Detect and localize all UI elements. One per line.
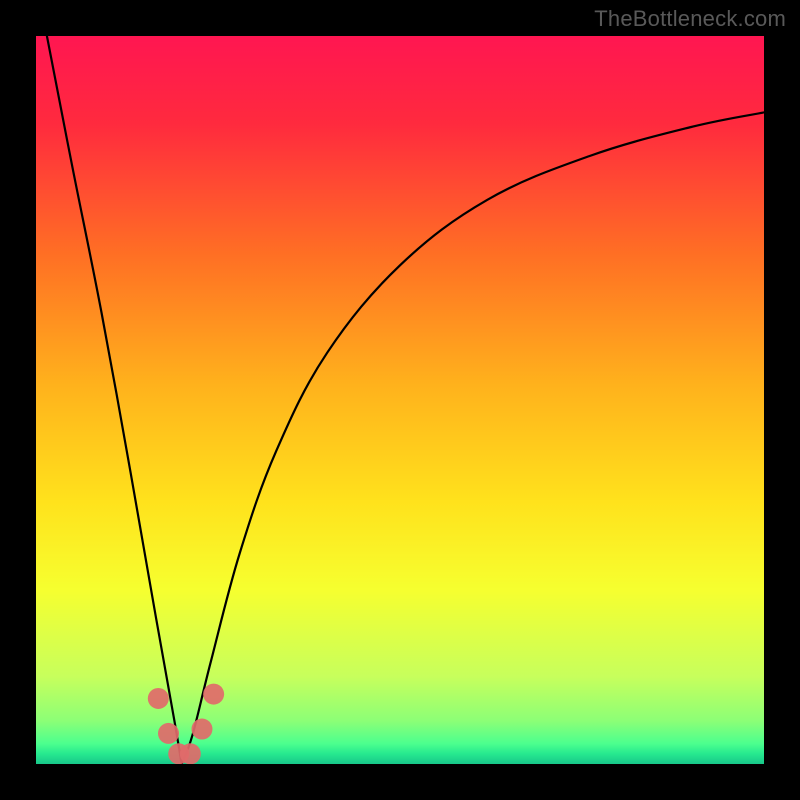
watermark-text: TheBottleneck.com: [594, 6, 786, 32]
chart-svg: [36, 36, 764, 764]
marker-point: [191, 719, 212, 740]
chart-background: [36, 36, 764, 764]
chart-frame: TheBottleneck.com: [0, 0, 800, 800]
marker-point: [180, 743, 201, 764]
plot-area: [36, 36, 764, 764]
marker-point: [203, 684, 224, 705]
marker-point: [158, 723, 179, 744]
marker-point: [148, 688, 169, 709]
